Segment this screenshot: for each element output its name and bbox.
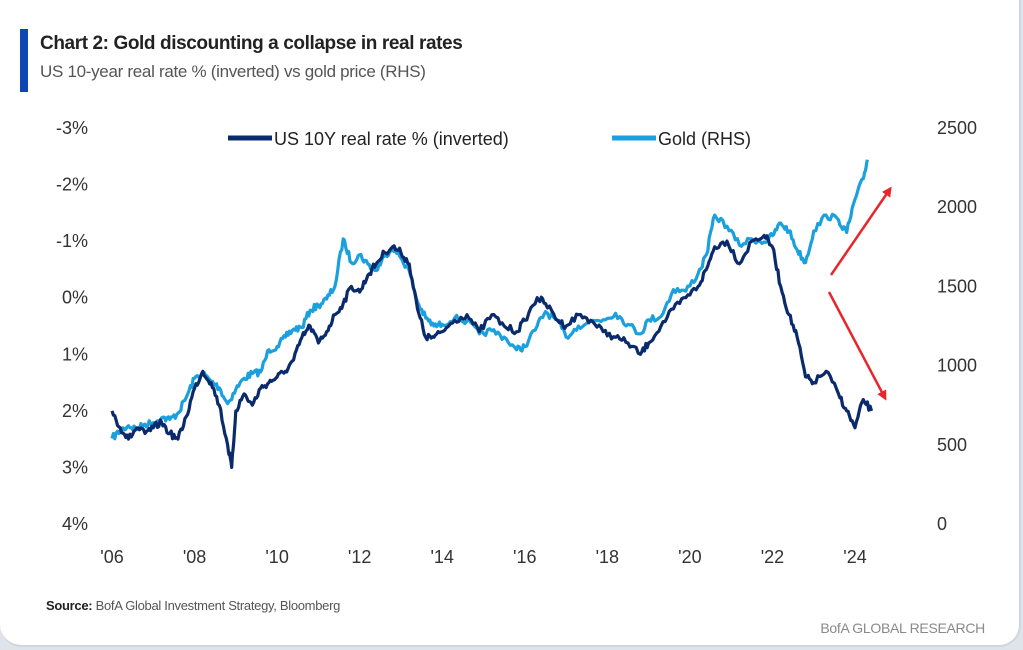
arrow-up-annotation bbox=[829, 186, 892, 276]
series-line-real-rate bbox=[110, 233, 874, 469]
chart-title: Chart 2: Gold discounting a collapse in … bbox=[40, 33, 463, 54]
x-tick-label: '18 bbox=[596, 547, 619, 567]
left-tick-label: -3% bbox=[56, 118, 88, 138]
right-axis: 2500 2000 1500 1000 500 0 bbox=[937, 118, 977, 534]
x-tick-label: '12 bbox=[348, 547, 371, 567]
title-accent-bar bbox=[20, 29, 28, 92]
x-axis: '06 '08 '10 '12 '14 '16 '18 '20 '22 '24 bbox=[100, 547, 866, 567]
annotations bbox=[827, 186, 892, 401]
left-tick-label: 4% bbox=[62, 514, 88, 534]
x-tick-label: '20 bbox=[678, 547, 701, 567]
source-label: Source: bbox=[46, 598, 93, 613]
left-tick-label: 1% bbox=[62, 344, 88, 364]
left-tick-label: -2% bbox=[56, 175, 88, 195]
legend-label-real-rate: US 10Y real rate % (inverted) bbox=[274, 129, 509, 149]
legend-label-gold: Gold (RHS) bbox=[658, 129, 751, 149]
right-tick-label: 500 bbox=[937, 435, 967, 455]
left-tick-label: 2% bbox=[62, 401, 88, 421]
left-tick-label: 0% bbox=[62, 288, 88, 308]
brand-watermark: BofA GLOBAL RESEARCH bbox=[820, 620, 985, 636]
x-tick-label: '16 bbox=[513, 547, 536, 567]
left-tick-label: -1% bbox=[56, 231, 88, 251]
series-layer bbox=[110, 159, 874, 469]
right-tick-label: 0 bbox=[937, 514, 947, 534]
x-tick-label: '22 bbox=[761, 547, 784, 567]
source-text: BofA Global Investment Strategy, Bloombe… bbox=[95, 598, 341, 613]
legend: US 10Y real rate % (inverted) Gold (RHS) bbox=[228, 129, 751, 149]
left-axis: -3% -2% -1% 0% 1% 2% 3% 4% bbox=[56, 118, 88, 534]
x-tick-label: '14 bbox=[430, 547, 453, 567]
chart-subtitle: US 10-year real rate % (inverted) vs gol… bbox=[40, 62, 426, 81]
source-note: Source: BofA Global Investment Strategy,… bbox=[46, 598, 340, 613]
x-tick-label: '06 bbox=[100, 547, 123, 567]
right-tick-label: 1500 bbox=[937, 276, 977, 296]
x-tick-label: '10 bbox=[265, 547, 288, 567]
x-tick-label: '08 bbox=[183, 547, 206, 567]
left-tick-label: 3% bbox=[62, 457, 88, 477]
series-line-gold bbox=[110, 159, 869, 441]
right-tick-label: 2500 bbox=[937, 118, 977, 138]
x-tick-label: '24 bbox=[843, 547, 866, 567]
right-tick-label: 1000 bbox=[937, 356, 977, 376]
arrow-down-annotation bbox=[827, 291, 887, 401]
right-tick-label: 2000 bbox=[937, 197, 977, 217]
